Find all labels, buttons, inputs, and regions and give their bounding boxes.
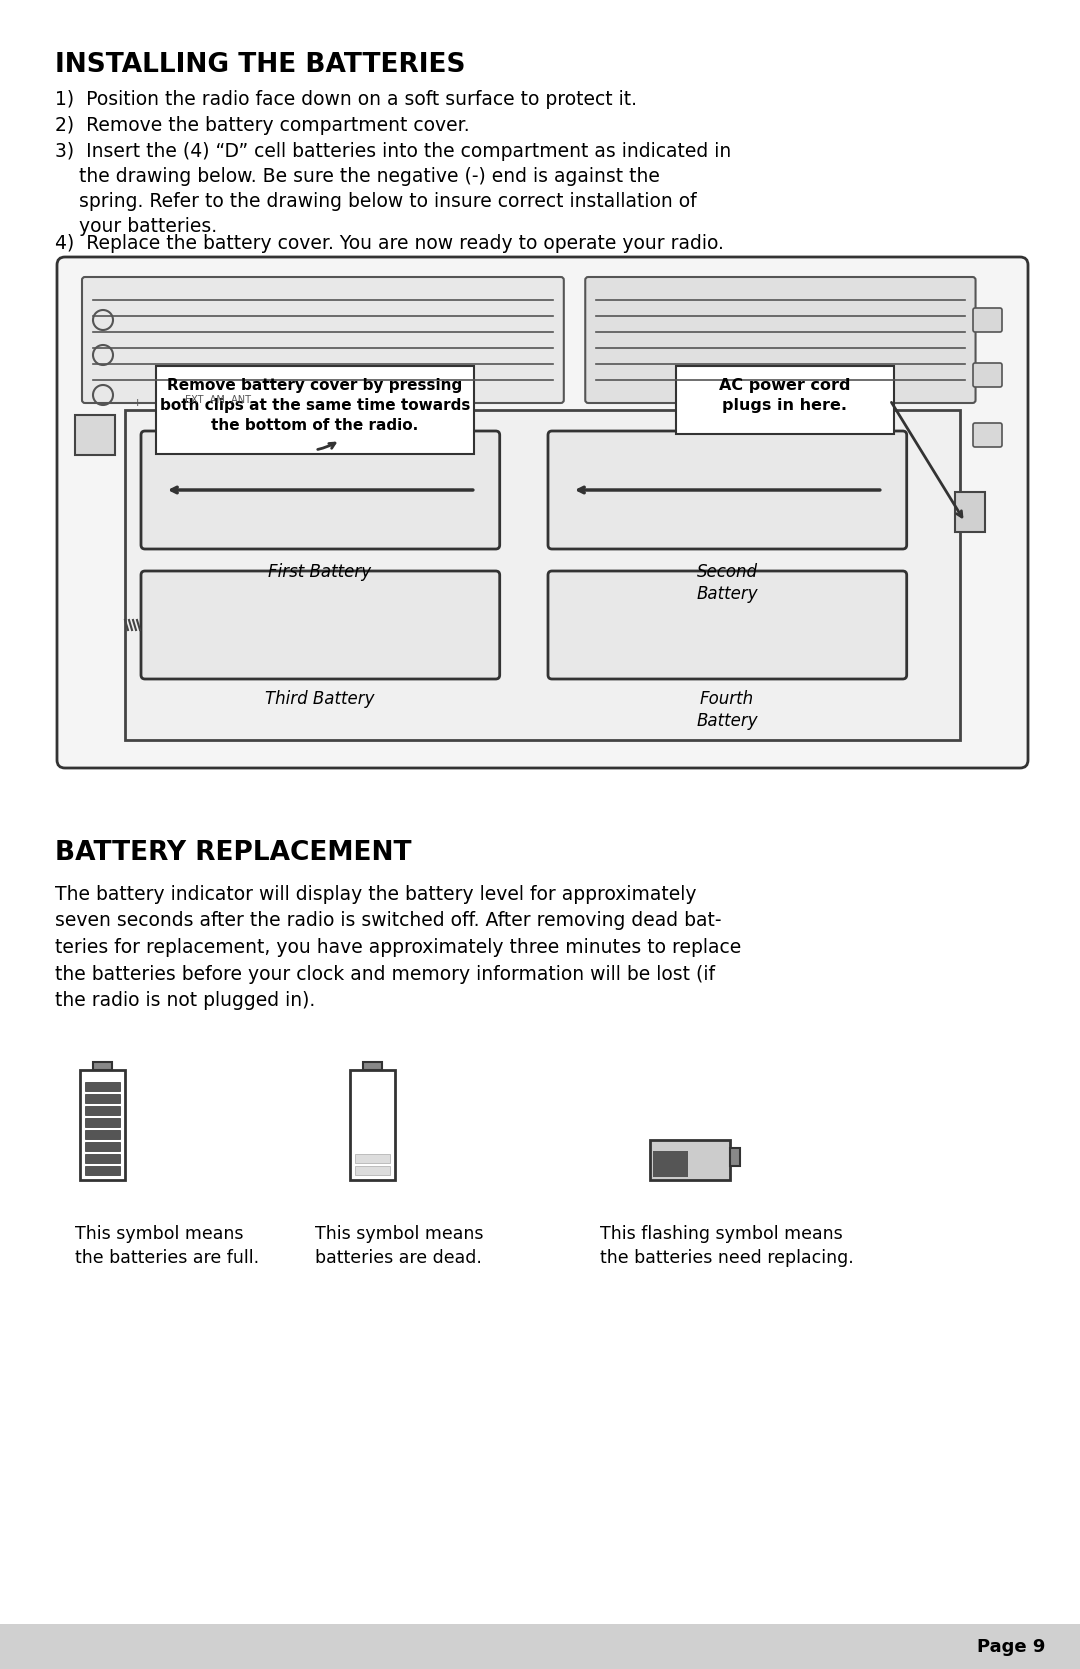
Bar	[355, 1167, 390, 1175]
Bar	[350, 1070, 395, 1180]
Text: 1)  Position the radio face down on a soft surface to protect it.: 1) Position the radio face down on a sof…	[55, 90, 637, 108]
Text: EXT  AM  ANT: EXT AM ANT	[185, 396, 251, 406]
Bar	[730, 1148, 740, 1167]
Bar	[85, 1107, 120, 1115]
Text: This symbol means
the batteries are full.: This symbol means the batteries are full…	[75, 1225, 259, 1267]
Bar	[0, 1624, 1080, 1669]
FancyBboxPatch shape	[156, 366, 474, 454]
Bar	[75, 416, 114, 456]
FancyBboxPatch shape	[548, 571, 907, 679]
Text: INSTALLING THE BATTERIES: INSTALLING THE BATTERIES	[55, 52, 465, 78]
Text: Remove battery cover by pressing
both clips at the same time towards
the bottom : Remove battery cover by pressing both cl…	[160, 377, 470, 432]
Bar	[363, 1061, 382, 1070]
Text: This flashing symbol means
the batteries need replacing.: This flashing symbol means the batteries…	[600, 1225, 854, 1267]
Bar	[650, 1140, 730, 1180]
Text: +  -: + -	[133, 397, 153, 407]
Text: First Battery: First Battery	[269, 562, 372, 581]
Bar	[85, 1153, 120, 1163]
Bar	[653, 1152, 688, 1177]
Bar	[85, 1118, 120, 1127]
FancyBboxPatch shape	[973, 362, 1002, 387]
Text: 4)  Replace the battery cover. You are now ready to operate your radio.: 4) Replace the battery cover. You are no…	[55, 234, 724, 254]
Text: Page 9: Page 9	[976, 1637, 1045, 1656]
Bar	[355, 1153, 390, 1163]
Bar	[85, 1142, 120, 1152]
Bar	[125, 411, 960, 739]
Text: Third Battery: Third Battery	[266, 689, 375, 708]
Text: The battery indicator will display the battery level for approximately
seven sec: The battery indicator will display the b…	[55, 885, 741, 1010]
Bar	[85, 1093, 120, 1103]
Bar	[85, 1167, 120, 1175]
FancyBboxPatch shape	[585, 277, 975, 402]
FancyBboxPatch shape	[82, 277, 564, 402]
FancyBboxPatch shape	[141, 431, 500, 549]
Text: 2)  Remove the battery compartment cover.: 2) Remove the battery compartment cover.	[55, 117, 470, 135]
Bar	[955, 492, 985, 532]
Text: BATTERY REPLACEMENT: BATTERY REPLACEMENT	[55, 840, 411, 866]
Bar	[93, 1061, 112, 1070]
Text: Fourth
Battery: Fourth Battery	[697, 689, 758, 731]
FancyBboxPatch shape	[57, 257, 1028, 768]
FancyBboxPatch shape	[676, 366, 894, 434]
Text: Second
Battery: Second Battery	[697, 562, 758, 603]
Text: 3)  Insert the (4) “D” cell batteries into the compartment as indicated in
    t: 3) Insert the (4) “D” cell batteries int…	[55, 142, 731, 235]
FancyBboxPatch shape	[973, 309, 1002, 332]
Bar	[80, 1070, 125, 1180]
FancyBboxPatch shape	[141, 571, 500, 679]
FancyBboxPatch shape	[548, 431, 907, 549]
Text: AC power cord
plugs in here.: AC power cord plugs in here.	[719, 377, 851, 412]
Text: This symbol means
batteries are dead.: This symbol means batteries are dead.	[315, 1225, 484, 1267]
Bar	[85, 1082, 120, 1092]
Bar	[85, 1130, 120, 1138]
FancyBboxPatch shape	[973, 422, 1002, 447]
